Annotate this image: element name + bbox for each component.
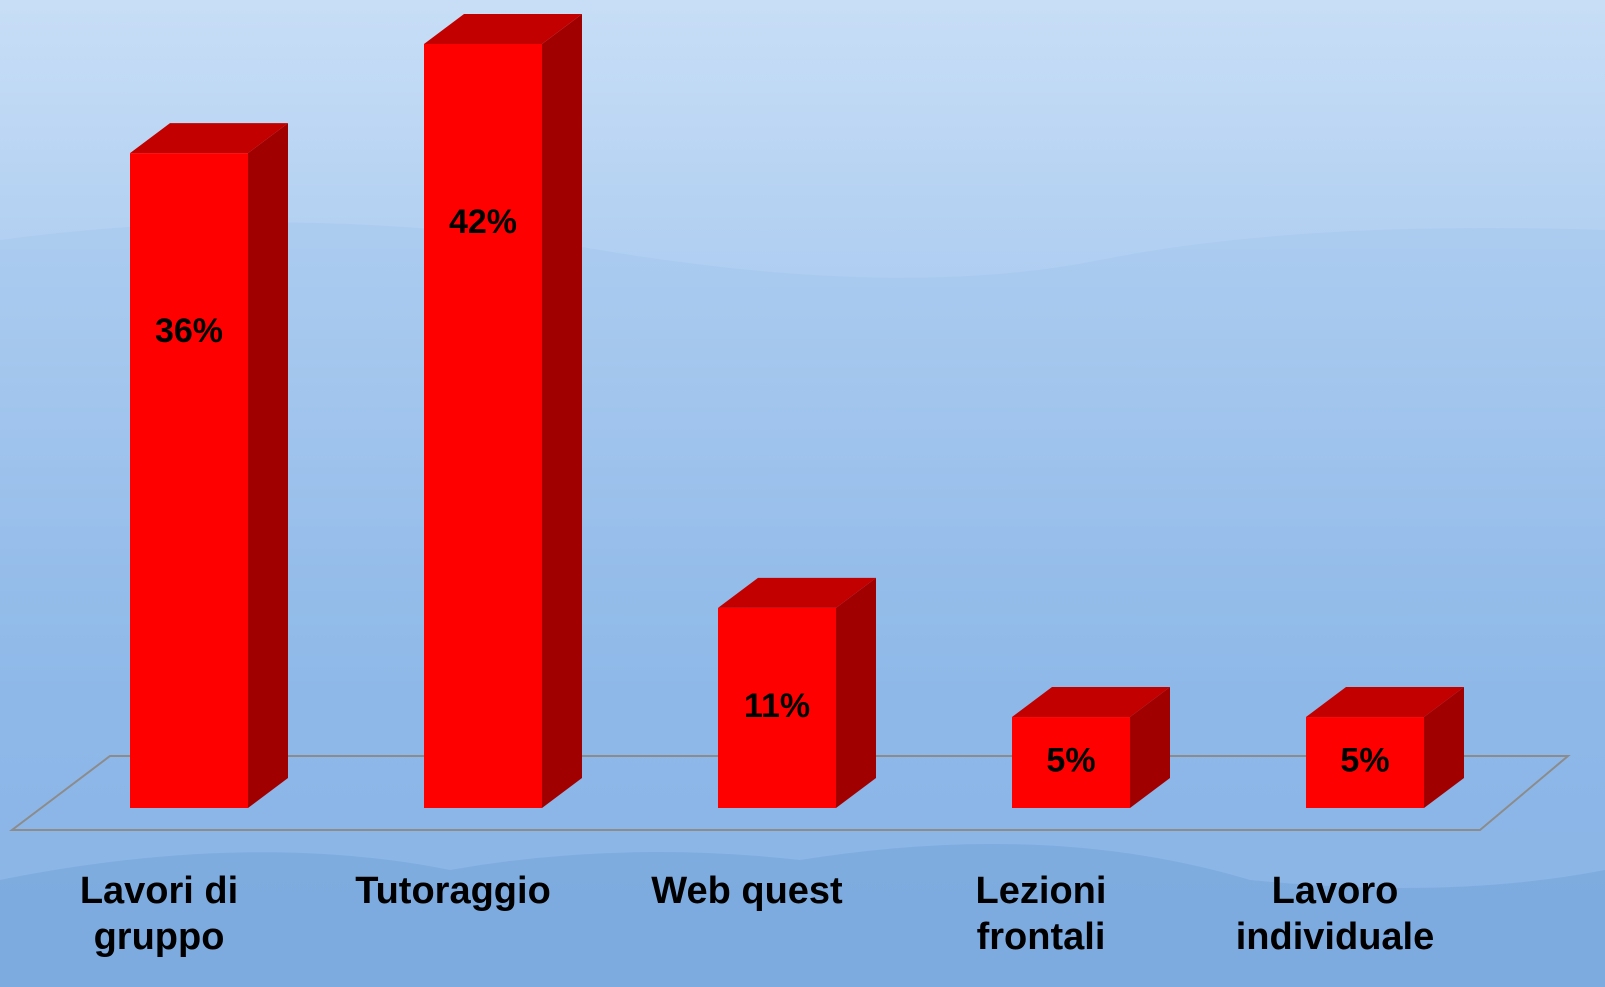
bar [1306,717,1424,808]
category-label: Lavoro individuale [1235,870,1435,958]
category-label: Lezioni frontali [975,870,1107,958]
value-label: 5% [1340,742,1389,780]
value-label: 5% [1046,742,1095,780]
bar-side [248,123,288,808]
bar-side [1424,687,1464,808]
bar-top [424,14,582,44]
value-label: 36% [155,312,223,350]
category-label: Tutoraggio [355,870,551,912]
floor [9,755,1571,831]
bar-side [542,14,582,808]
bar-side [1130,687,1170,808]
category-label: Lavori di gruppo [79,870,239,958]
background-mountains [0,844,1605,987]
bar-top [130,123,288,154]
bar-top [1012,687,1170,718]
bar [1012,717,1130,808]
bar [130,153,248,809]
value-label: 11% [744,687,810,725]
bar [424,44,542,808]
bar-top [1306,687,1464,718]
bar-top [718,577,876,608]
value-label: 42% [449,203,517,241]
bar-side [836,577,876,808]
bar [718,607,836,808]
category-label: Web quest [651,870,843,912]
